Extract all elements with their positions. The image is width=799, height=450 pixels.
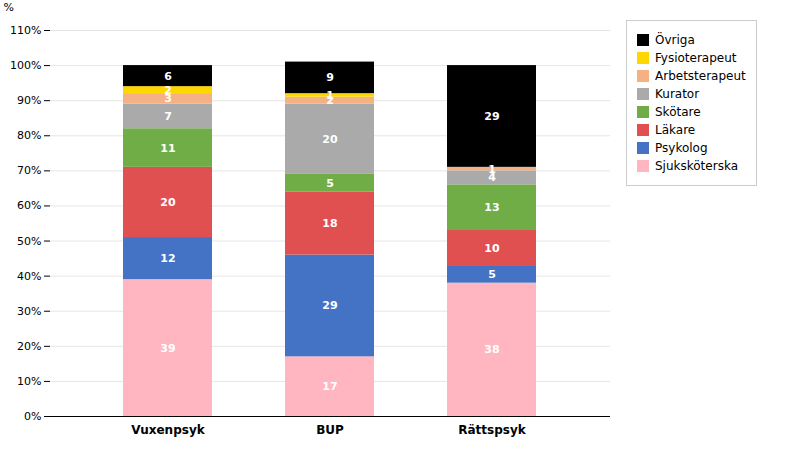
html-text:Övriga: Övriga [655,33,695,47]
svg-text:Vuxenpsyk: Vuxenpsyk [131,423,205,437]
svg-text:38: 38 [484,343,499,356]
svg-text:1: 1 [326,89,334,102]
svg-text:40%: 40% [17,270,41,283]
html-text:Psykolog: Psykolog [655,141,708,155]
svg-text:20: 20 [160,196,176,209]
svg-text:100%: 100% [10,59,41,72]
html-text:Fysioterapeut: Fysioterapeut [655,51,737,65]
svg-text:20%: 20% [17,340,41,353]
svg-text:50%: 50% [17,235,41,248]
html-text:Läkare: Läkare [655,123,696,137]
svg-text:1: 1 [488,163,496,176]
svg-text:60%: 60% [17,199,41,212]
svg-text:80%: 80% [17,129,41,142]
svg-text:BUP: BUP [316,423,344,437]
svg-text:17: 17 [322,380,337,393]
svg-text:3: 3 [164,92,172,106]
svg-text:29: 29 [484,110,499,123]
svg-text:9: 9 [326,71,334,84]
html-text:Kurator: Kurator [655,87,700,101]
svg-text:5: 5 [488,268,496,281]
svg-text:30%: 30% [17,305,41,318]
svg-text:70%: 70% [17,164,41,177]
svg-text:11: 11 [160,142,175,155]
svg-text:29: 29 [322,299,337,312]
html-text:Skötare: Skötare [655,105,701,119]
svg-text:%: % [4,1,14,14]
svg-text:0%: 0% [24,410,41,423]
svg-text:6: 6 [164,70,172,83]
svg-text:5: 5 [326,177,334,190]
svg-text:20: 20 [322,133,338,146]
svg-text:13: 13 [484,201,499,214]
svg-text:4: 4 [488,171,496,185]
svg-text:Rättspsyk: Rättspsyk [458,423,527,437]
svg-text:39: 39 [160,342,175,355]
svg-text:7: 7 [164,110,172,123]
svg-text:18: 18 [322,217,337,230]
svg-text:10: 10 [484,242,500,255]
svg-text:10%: 10% [17,375,41,388]
svg-text:12: 12 [160,252,175,265]
svg-text:2: 2 [164,84,172,97]
html-text:Arbetsterapeut: Arbetsterapeut [655,69,746,83]
svg-text:90%: 90% [17,94,41,107]
svg-text:110%: 110% [10,24,41,37]
html-text:Sjuksköterska: Sjuksköterska [655,159,738,173]
